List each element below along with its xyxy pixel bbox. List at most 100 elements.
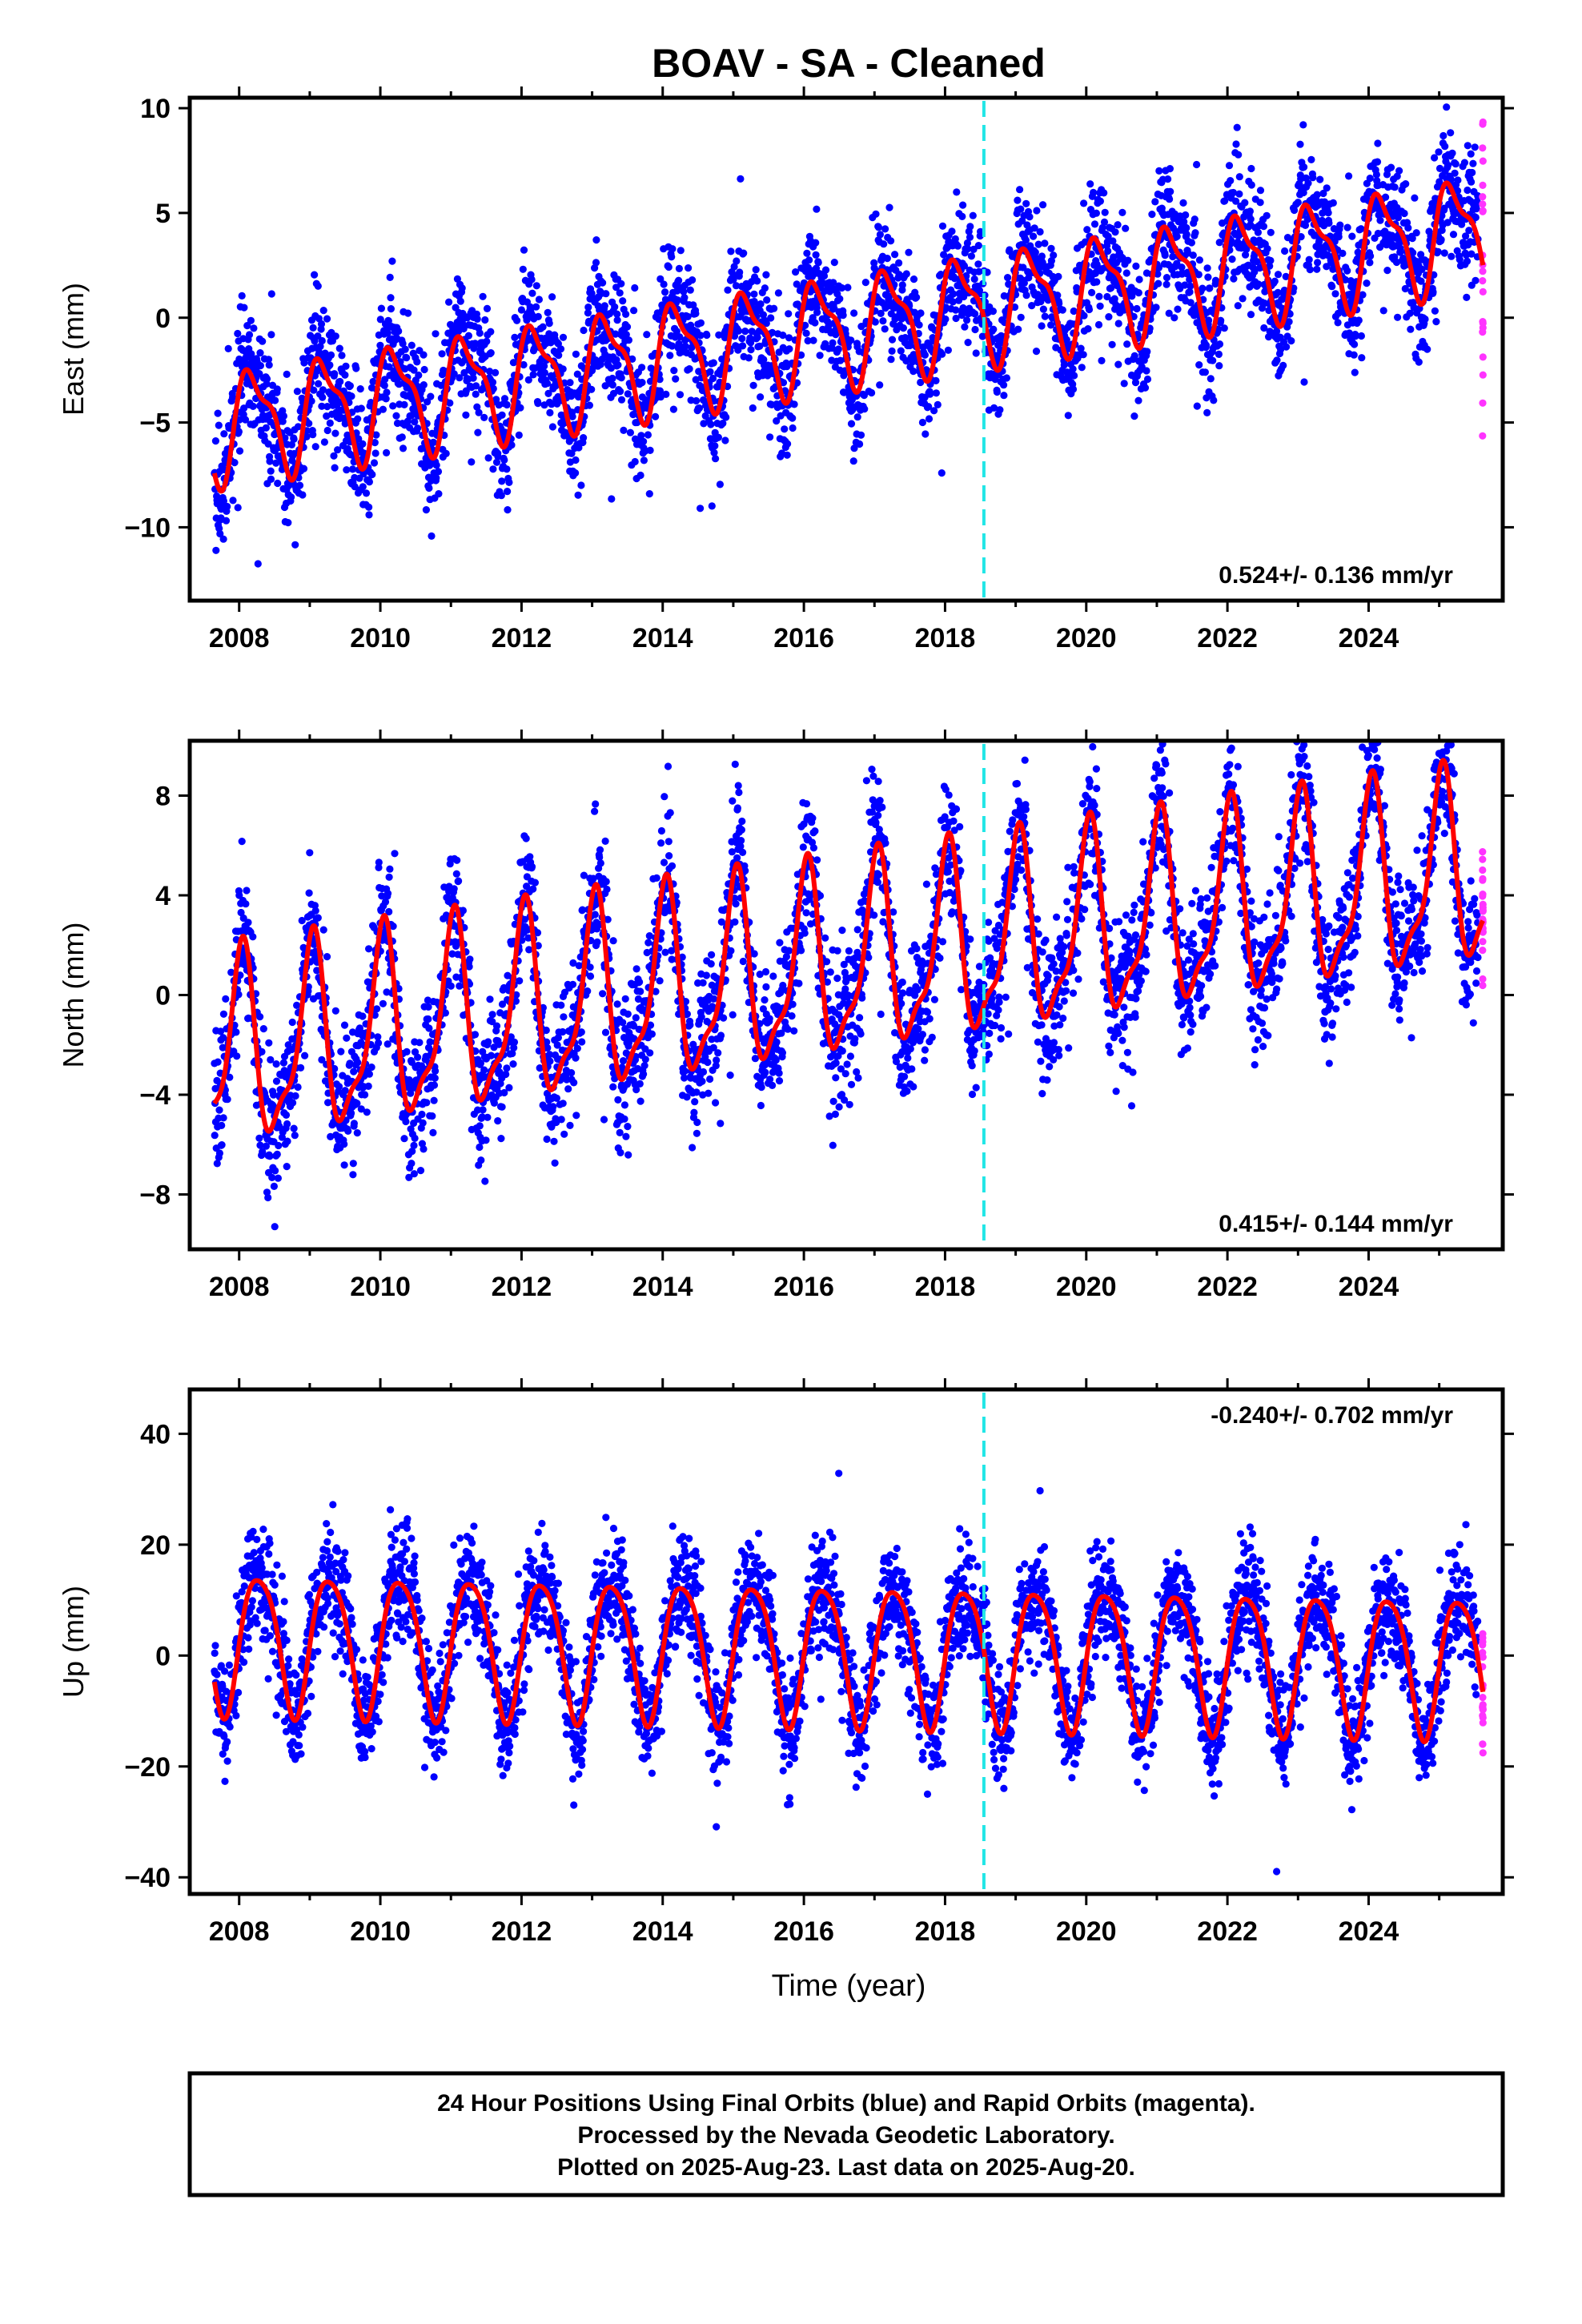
data-point — [419, 1119, 427, 1127]
data-point — [577, 481, 585, 489]
data-point — [613, 310, 621, 318]
rapid-point — [1479, 319, 1487, 328]
data-point — [505, 1084, 513, 1092]
data-point — [1000, 392, 1008, 400]
data-point — [503, 465, 511, 473]
data-point — [376, 341, 384, 349]
data-point — [410, 1141, 418, 1149]
data-point — [670, 367, 678, 375]
data-point — [895, 259, 903, 267]
data-point — [273, 1150, 281, 1158]
data-point — [1195, 361, 1203, 369]
data-point — [785, 345, 793, 353]
data-point — [1141, 384, 1150, 392]
data-point — [588, 385, 596, 393]
data-point — [646, 446, 654, 455]
data-point — [617, 396, 626, 404]
data-point — [608, 381, 616, 389]
data-point — [372, 431, 380, 439]
data-point — [785, 310, 793, 318]
data-point — [857, 431, 865, 439]
data-point — [626, 428, 635, 436]
data-point — [319, 307, 327, 315]
data-point — [715, 331, 723, 339]
data-point — [568, 449, 576, 457]
data-point — [971, 310, 979, 318]
data-point — [899, 324, 907, 332]
data-point — [767, 314, 775, 322]
data-point — [323, 426, 331, 435]
data-point — [222, 995, 230, 1003]
data-point — [836, 295, 844, 303]
data-point — [365, 478, 373, 486]
data-point — [408, 1160, 416, 1168]
data-point — [813, 308, 821, 316]
data-point — [408, 341, 416, 349]
data-point — [1351, 368, 1359, 376]
data-point — [1083, 226, 1091, 234]
data-point — [1460, 159, 1468, 167]
data-point — [395, 327, 403, 336]
data-point — [331, 332, 339, 340]
data-point — [1254, 228, 1262, 236]
data-point — [529, 371, 537, 379]
data-point — [402, 1117, 410, 1126]
data-point — [460, 324, 468, 333]
data-point — [1155, 167, 1163, 175]
data-point — [1080, 312, 1088, 320]
data-point — [677, 247, 685, 255]
panel-north: 2008 2010 2012 2014 2016 2018 2020 2022 2024840−… — [57, 730, 1514, 1302]
data-point — [770, 304, 778, 312]
data-point — [511, 333, 519, 341]
data-point — [1463, 257, 1472, 265]
data-point — [760, 356, 768, 364]
rapid-point — [1479, 181, 1487, 189]
data-point — [1315, 14, 1323, 21]
data-point — [303, 432, 311, 441]
data-point — [432, 474, 440, 482]
data-point — [811, 319, 819, 327]
data-point — [359, 483, 367, 491]
data-point — [1189, 251, 1197, 259]
data-point — [901, 334, 909, 342]
data-point — [327, 351, 335, 359]
data-point — [762, 320, 770, 328]
data-point — [719, 420, 727, 428]
data-point — [1309, 174, 1317, 182]
data-point — [631, 283, 639, 292]
data-point — [472, 390, 480, 398]
data-point — [314, 914, 322, 922]
data-point — [1123, 340, 1131, 348]
data-point — [330, 452, 338, 460]
data-point — [692, 376, 700, 384]
data-point — [267, 290, 275, 298]
data-point — [963, 316, 971, 324]
data-point — [1191, 229, 1199, 237]
data-point — [1104, 247, 1112, 255]
data-point — [497, 1135, 505, 1143]
data-point — [592, 356, 600, 364]
data-point — [1118, 208, 1126, 216]
data-point — [1166, 187, 1174, 195]
data-point — [1395, 167, 1403, 175]
data-point — [383, 388, 391, 396]
data-point — [218, 1121, 226, 1129]
data-point — [1143, 348, 1151, 356]
data-point — [430, 1081, 439, 1089]
data-point — [1161, 251, 1169, 259]
data-point — [756, 342, 764, 350]
data-point — [1199, 284, 1207, 292]
data-point — [1080, 199, 1088, 207]
data-point — [442, 449, 450, 458]
data-point — [343, 1034, 351, 1042]
data-point — [1016, 186, 1024, 194]
data-point — [544, 389, 552, 397]
data-point — [1423, 345, 1431, 353]
x-tick-label: 2020 — [1056, 623, 1117, 653]
data-point — [380, 381, 388, 389]
data-point — [331, 1007, 339, 1015]
data-point — [284, 519, 292, 527]
data-point — [218, 1141, 226, 1149]
data-point — [612, 330, 620, 338]
data-point — [323, 412, 331, 420]
